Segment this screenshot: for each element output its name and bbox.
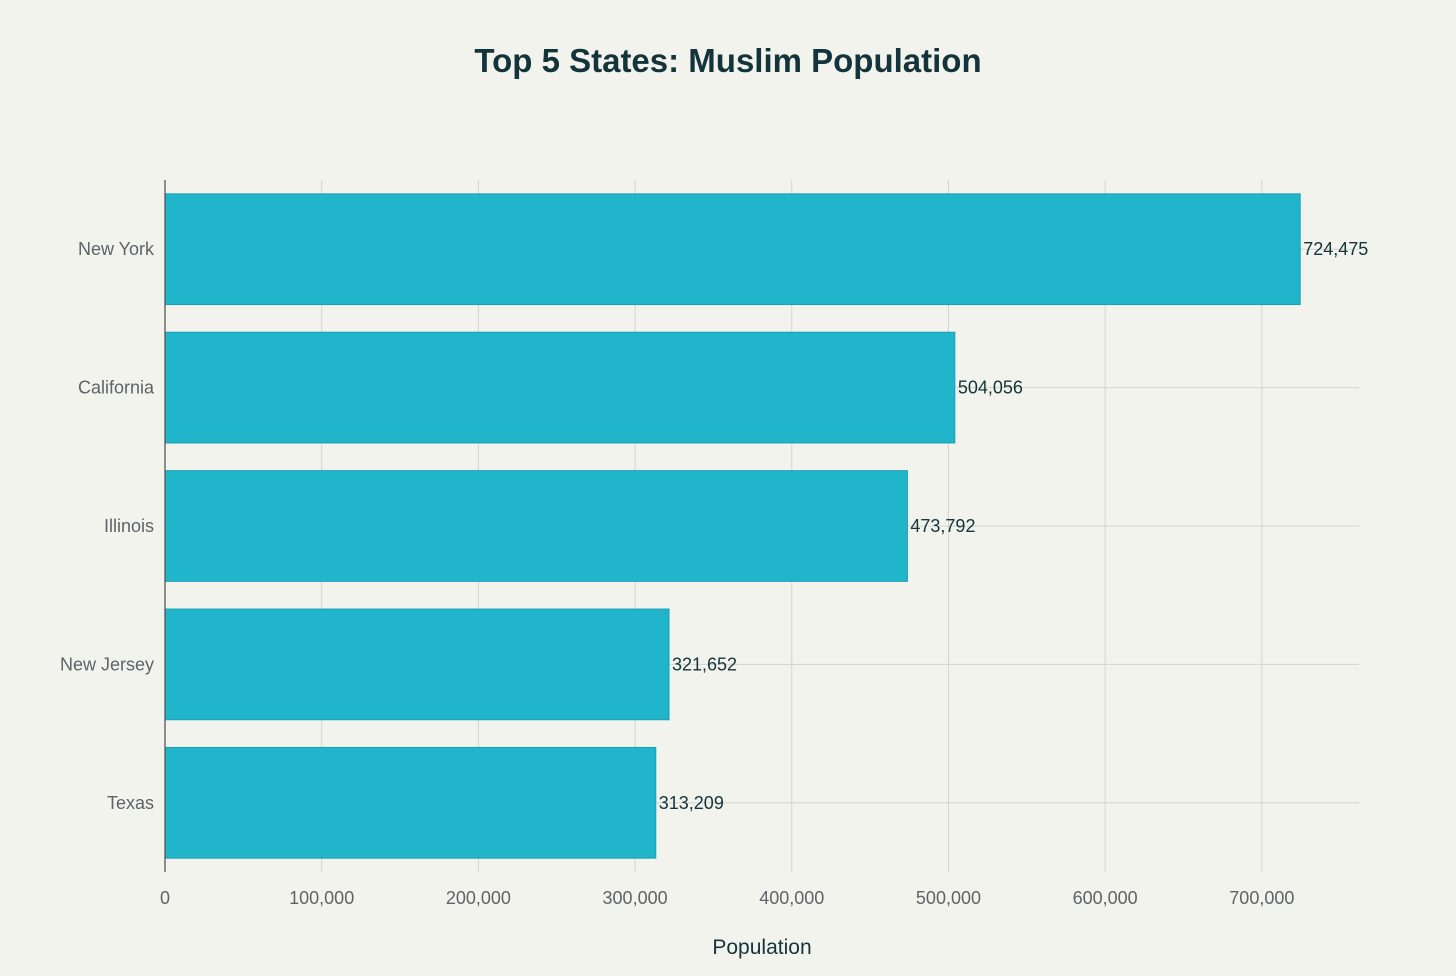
x-tick-label: 500,000 [916,888,981,908]
data-label: 504,056 [958,378,1023,398]
category-label: Illinois [104,516,154,536]
category-label: New Jersey [60,654,154,674]
data-label: 313,209 [659,793,724,813]
data-label: 473,792 [910,516,975,536]
x-axis-label: Population [712,936,811,959]
category-label: Texas [107,793,154,813]
category-label: California [78,378,155,398]
bar [164,746,657,859]
x-tick-label: 300,000 [603,888,668,908]
x-tick-label: 0 [160,888,170,908]
x-tick-label: 100,000 [289,888,354,908]
bar [164,331,956,444]
bar [164,608,670,721]
bar [164,193,1301,306]
x-tick-label: 400,000 [759,888,824,908]
x-tick-label: 600,000 [1073,888,1138,908]
bar [164,470,908,582]
bars [164,193,1301,859]
category-label: New York [78,239,155,259]
x-tick-label: 200,000 [446,888,511,908]
labels: 0 100,000 200,000 300,000 400,000 500,000 600,… [60,239,1368,908]
data-label: 724,475 [1303,239,1368,259]
chart-title: Top 5 States: Muslim Population [474,42,981,79]
x-tick-label: 700,000 [1229,888,1294,908]
data-label: 321,652 [672,654,737,674]
